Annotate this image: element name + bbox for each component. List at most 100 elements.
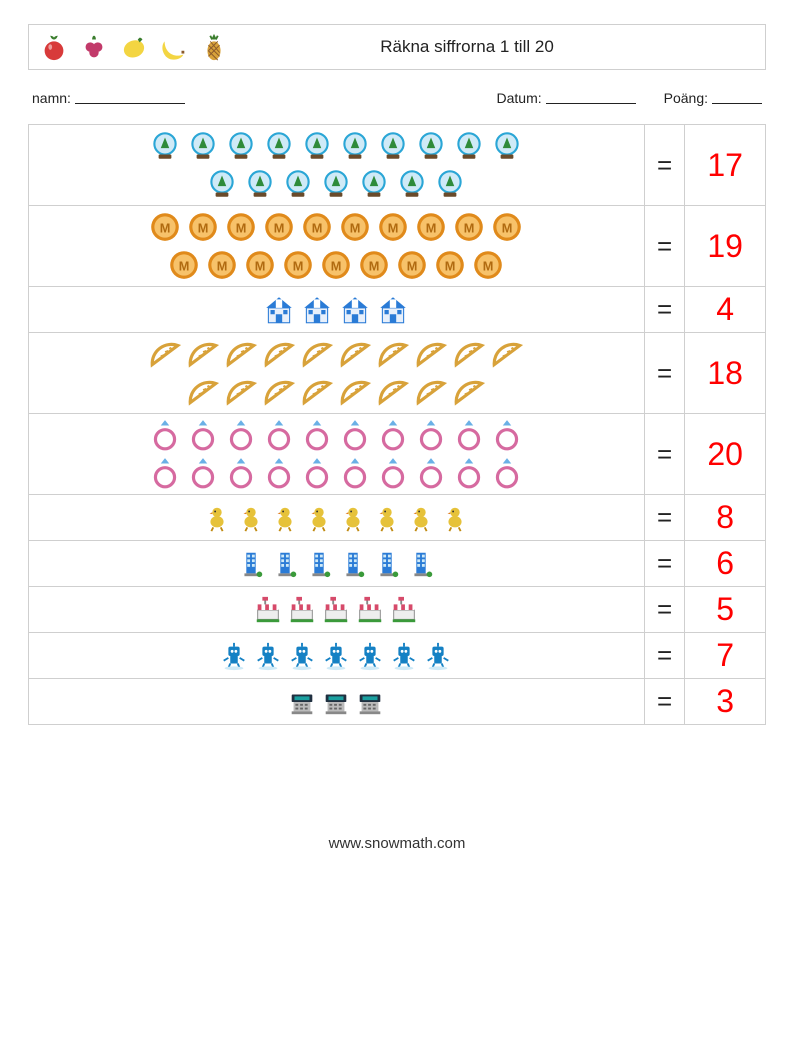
protractor-icon	[338, 337, 372, 371]
snowglobe-icon	[186, 129, 220, 163]
table-row: =4	[29, 287, 766, 333]
header-fruit-icons	[29, 32, 229, 62]
protractor-icon	[224, 375, 258, 409]
coin-icon: M	[357, 248, 391, 282]
coin-icon: M	[395, 248, 429, 282]
snowglobe-icon	[338, 129, 372, 163]
chick-icon	[338, 503, 368, 533]
chick-icon	[236, 503, 266, 533]
stall-icon	[321, 595, 351, 625]
svg-text:M: M	[179, 258, 190, 273]
items-cell: M M M M M M M M M	[29, 206, 645, 287]
svg-text:M: M	[483, 258, 494, 273]
name-blank[interactable]	[75, 90, 185, 104]
house-icon	[262, 293, 296, 327]
answer-cell[interactable]: 20	[685, 414, 766, 495]
table-row: =20	[29, 414, 766, 495]
chick-icon	[372, 503, 402, 533]
equals-sign: =	[644, 587, 684, 633]
answer-cell[interactable]: 17	[685, 125, 766, 206]
meta-row: namn: Datum: Poäng:	[32, 90, 762, 106]
items-cell	[29, 333, 645, 414]
snowglobe-icon	[452, 129, 486, 163]
snowglobe-icon	[433, 167, 467, 201]
score-blank[interactable]	[712, 90, 762, 104]
ring-icon	[490, 418, 524, 452]
snowglobe-icon	[414, 129, 448, 163]
answer-cell[interactable]: 4	[685, 287, 766, 333]
answer-cell[interactable]: 8	[685, 495, 766, 541]
protractor-icon	[186, 337, 220, 371]
ring-icon	[224, 418, 258, 452]
worksheet-title: Räkna siffrorna 1 till 20	[229, 37, 765, 57]
robot-icon	[389, 641, 419, 671]
snowglobe-icon	[490, 129, 524, 163]
equals-sign: =	[644, 206, 684, 287]
protractor-icon	[300, 337, 334, 371]
items-cell	[29, 414, 645, 495]
coin-icon: M	[490, 210, 524, 244]
equals-sign: =	[644, 414, 684, 495]
answer-cell[interactable]: 5	[685, 587, 766, 633]
equals-sign: =	[644, 495, 684, 541]
house-icon	[376, 293, 410, 327]
robot-icon	[355, 641, 385, 671]
chick-icon	[202, 503, 232, 533]
answer-cell[interactable]: 6	[685, 541, 766, 587]
house-icon	[300, 293, 334, 327]
chick-icon	[406, 503, 436, 533]
items-cell	[29, 495, 645, 541]
protractor-icon	[186, 375, 220, 409]
date-blank[interactable]	[546, 90, 636, 104]
answer-cell[interactable]: 18	[685, 333, 766, 414]
stall-icon	[253, 595, 283, 625]
ring-icon	[490, 456, 524, 490]
snowglobe-icon	[300, 129, 334, 163]
ring-icon	[300, 456, 334, 490]
svg-text:M: M	[293, 258, 304, 273]
svg-text:M: M	[331, 258, 342, 273]
svg-text:M: M	[369, 258, 380, 273]
chick-icon	[304, 503, 334, 533]
equals-sign: =	[644, 633, 684, 679]
protractor-icon	[414, 337, 448, 371]
coin-icon: M	[300, 210, 334, 244]
equals-sign: =	[644, 333, 684, 414]
protractor-icon	[376, 337, 410, 371]
table-row: =17	[29, 125, 766, 206]
items-cell	[29, 679, 645, 725]
coin-icon: M	[205, 248, 239, 282]
tower-icon	[338, 549, 368, 579]
register-icon	[355, 687, 385, 717]
snowglobe-icon	[224, 129, 258, 163]
items-cell	[29, 587, 645, 633]
robot-icon	[253, 641, 283, 671]
svg-text:M: M	[426, 220, 437, 235]
table-row: =3	[29, 679, 766, 725]
coin-icon: M	[376, 210, 410, 244]
svg-text:M: M	[198, 220, 209, 235]
register-icon	[287, 687, 317, 717]
items-cell	[29, 125, 645, 206]
protractor-icon	[148, 337, 182, 371]
answer-cell[interactable]: 19	[685, 206, 766, 287]
robot-icon	[423, 641, 453, 671]
ring-icon	[452, 456, 486, 490]
protractor-icon	[262, 337, 296, 371]
snowglobe-icon	[357, 167, 391, 201]
snowglobe-icon	[205, 167, 239, 201]
ring-icon	[148, 456, 182, 490]
coin-icon: M	[262, 210, 296, 244]
ring-icon	[186, 456, 220, 490]
register-icon	[321, 687, 351, 717]
robot-icon	[287, 641, 317, 671]
chick-icon	[270, 503, 300, 533]
date-label: Datum:	[497, 90, 542, 106]
protractor-icon	[452, 375, 486, 409]
ring-icon	[300, 418, 334, 452]
coin-icon: M	[471, 248, 505, 282]
snowglobe-icon	[376, 129, 410, 163]
answer-cell[interactable]: 3	[685, 679, 766, 725]
answer-cell[interactable]: 7	[685, 633, 766, 679]
svg-text:M: M	[312, 220, 323, 235]
